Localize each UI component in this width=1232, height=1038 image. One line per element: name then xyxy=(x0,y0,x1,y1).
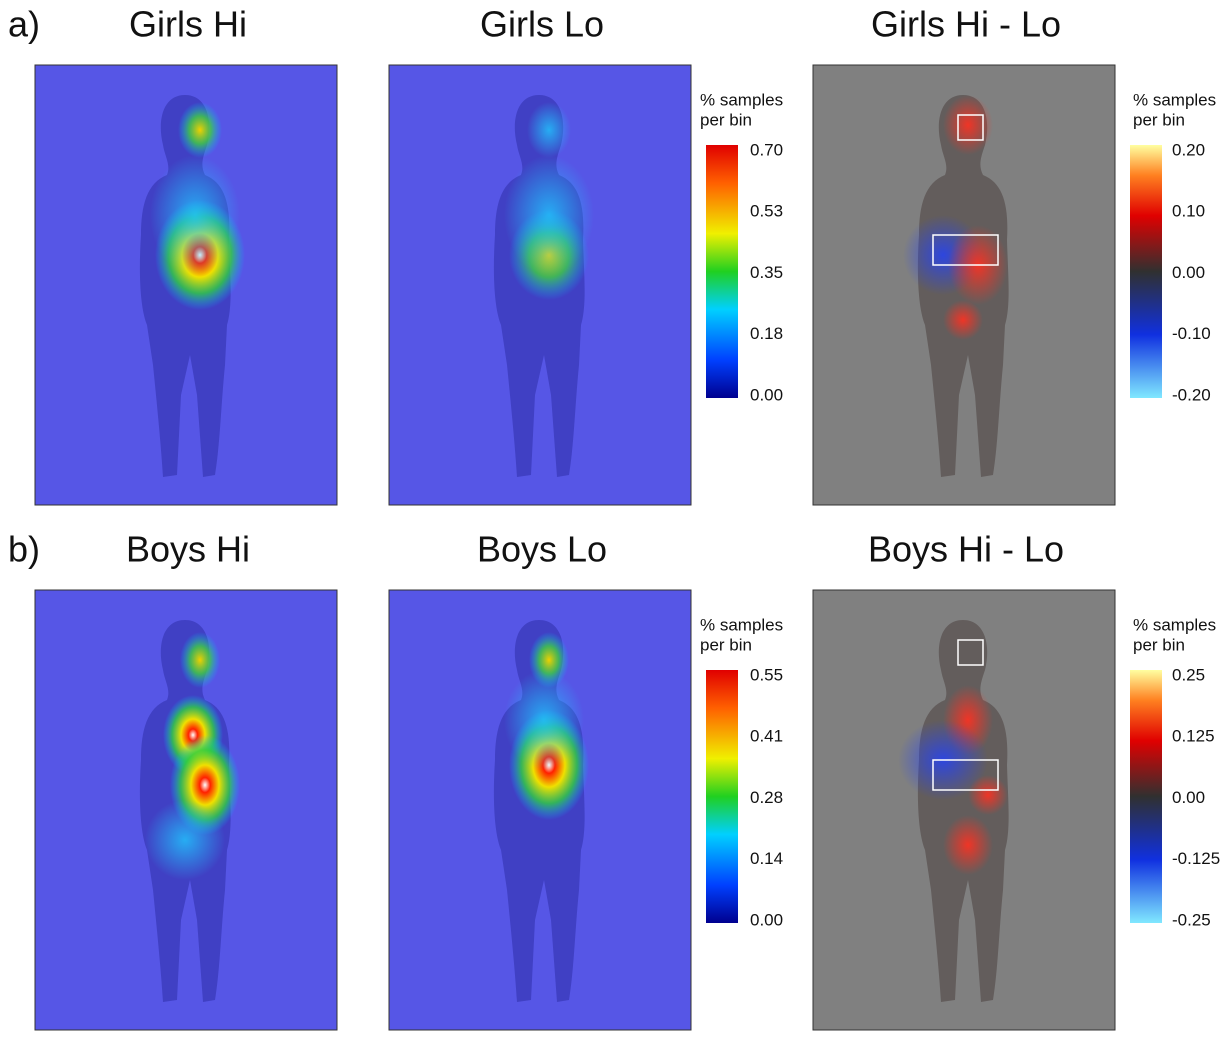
heat-blob xyxy=(943,300,983,340)
colorbar-title: per bin xyxy=(700,635,752,654)
heat-blob xyxy=(527,102,571,158)
colorbar-tick-label: 0.00 xyxy=(1172,788,1205,807)
colorbar-title: % samples xyxy=(1133,90,1216,109)
colorbar-tick-label: 0.41 xyxy=(750,727,783,746)
heat-blob xyxy=(968,775,1008,815)
heat-blob xyxy=(178,102,222,158)
heat-blob xyxy=(943,95,993,155)
colorbar-tick-label: 0.53 xyxy=(750,202,783,221)
figure: a) Girls Hi Girls Lo Girls Hi - Lo % samples… xyxy=(0,0,1232,1033)
colorbar-title: % samples xyxy=(700,90,783,109)
colorbar xyxy=(706,670,738,923)
colorbar-tick-label: 0.14 xyxy=(750,849,783,868)
colorbar-tick-label: 0.10 xyxy=(1172,202,1205,221)
colorbar-title: per bin xyxy=(1133,110,1185,129)
colorbar xyxy=(706,145,738,398)
panel-title: Girls Hi - Lo xyxy=(871,4,1061,45)
colorbar-title: per bin xyxy=(1133,635,1185,654)
heat-blob xyxy=(180,632,220,688)
colorbar-tick-label: -0.25 xyxy=(1172,910,1211,929)
colorbar-tick-label: 0.18 xyxy=(750,324,783,343)
heat-blob xyxy=(943,815,993,875)
colorbar-tick-label: 0.00 xyxy=(750,910,783,929)
heat-blob xyxy=(145,800,225,880)
heat-blob xyxy=(504,670,584,770)
panel-title: Boys Hi xyxy=(126,529,250,570)
colorbar-title: per bin xyxy=(700,110,752,129)
panel-title: Boys Lo xyxy=(477,529,607,570)
colorbar-tick-label: 0.70 xyxy=(750,140,783,159)
colorbar-tick-label: 0.55 xyxy=(750,665,783,684)
colorbar-tick-label: 0.28 xyxy=(750,788,783,807)
heat-blob xyxy=(504,155,594,275)
colorbar-tick-label: 0.20 xyxy=(1172,140,1205,159)
colorbar xyxy=(1130,670,1162,923)
row-label: b) xyxy=(8,529,40,570)
colorbar-title: % samples xyxy=(700,615,783,634)
colorbar-tick-label: 0.125 xyxy=(1172,727,1215,746)
panel-title: Girls Lo xyxy=(480,4,604,45)
heatmap-panel xyxy=(813,65,1115,505)
colorbar-tick-label: 0.00 xyxy=(750,385,783,404)
colorbar-tick-label: -0.125 xyxy=(1172,849,1220,868)
colorbar-tick-label: 0.25 xyxy=(1172,665,1205,684)
panel-title: Girls Hi xyxy=(129,4,247,45)
colorbar xyxy=(1130,145,1162,398)
heatmap-panel xyxy=(389,590,691,1030)
colorbar-tick-label: -0.20 xyxy=(1172,385,1211,404)
panel-title: Boys Hi - Lo xyxy=(868,529,1064,570)
heatmap-panel xyxy=(389,65,691,505)
colorbar-tick-label: 0.00 xyxy=(1172,263,1205,282)
heatmap-panel xyxy=(35,65,337,505)
heatmap-panel xyxy=(813,590,1115,1030)
heat-blob xyxy=(150,155,240,275)
colorbar-tick-label: 0.35 xyxy=(750,263,783,282)
colorbar-tick-label: -0.10 xyxy=(1172,324,1211,343)
row-label: a) xyxy=(8,4,40,45)
heatmap-panel xyxy=(35,590,337,1030)
colorbar-title: % samples xyxy=(1133,615,1216,634)
